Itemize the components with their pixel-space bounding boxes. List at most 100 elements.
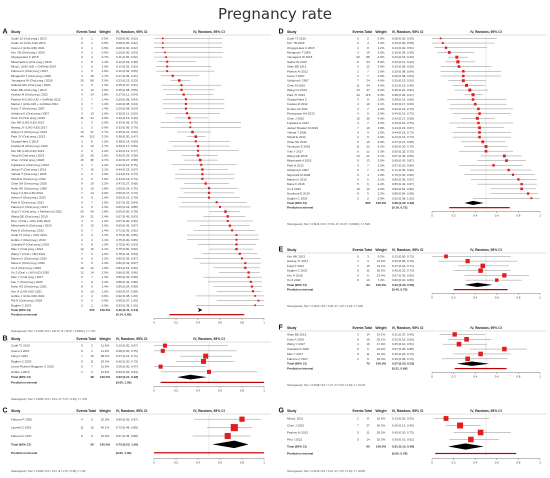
study-label: Koiso T 2007	[287, 74, 305, 78]
study-events: 26	[80, 210, 84, 214]
study-ci: 0.83 [0.42, 0.97]	[116, 261, 138, 265]
study-ci: 0.60 [0.31, 0.83]	[392, 278, 414, 282]
study-total: 11	[366, 352, 369, 356]
study-ci: 0.33 [0.06, 0.79]	[392, 259, 414, 263]
forest-plot-b: B Study Events Total Weight IV, Random, 95% C…	[3, 336, 271, 401]
study-events: 9	[357, 140, 359, 144]
panel-letter: G	[279, 408, 285, 415]
study-ci: 0.89 [0.54, 0.98]	[116, 285, 138, 289]
total-label: Total (95% CI)	[11, 442, 31, 446]
study-marker	[475, 116, 479, 120]
x-tick-label: 1	[539, 461, 541, 465]
study-events: 2	[357, 196, 359, 200]
study-total: 30	[90, 153, 94, 157]
study-ci: 0.60 [0.23, 0.88]	[116, 205, 138, 209]
study-total: 10	[90, 111, 94, 115]
study-total: 37	[90, 130, 94, 134]
study-marker	[468, 436, 474, 443]
study-weight: 46.1%	[101, 426, 110, 430]
total-label: Total (95% CI)	[287, 283, 307, 287]
study-label: Douba LR 2011	[287, 107, 308, 111]
study-events: 4	[81, 257, 83, 261]
study-weight: 11.6%	[101, 349, 110, 353]
x-tick-label: 0.6	[495, 375, 499, 379]
study-label: Mao Y (Oral preg.) 2021	[11, 247, 44, 251]
study-marker	[520, 182, 523, 186]
study-events: 9	[81, 289, 83, 293]
study-events: 8	[81, 285, 83, 289]
study-weight: 3.0%	[102, 79, 109, 83]
study-label: Tamauchi S 2018	[287, 145, 311, 149]
col-header-total: Total	[88, 30, 96, 34]
study-events: 1	[81, 69, 83, 73]
study-marker	[231, 229, 234, 232]
study-weight: 4.2%	[378, 145, 385, 149]
study-marker	[441, 42, 444, 45]
study-ci: 0.10 [0.00, 0.67]	[116, 344, 138, 348]
col-header-events: Events	[76, 337, 87, 341]
study-events: 11	[356, 83, 359, 87]
study-weight: 0.7%	[102, 55, 109, 59]
forest-panel-g: G Study Events Total Weight IV, Random, 95% C…	[278, 406, 548, 474]
col-header-plot: IV, Random, 95% CI	[470, 30, 501, 34]
study-label: Cade TJ 2010	[287, 36, 306, 40]
study-marker	[471, 98, 475, 101]
col-header-study: Study	[287, 30, 297, 34]
study-events: 0	[81, 55, 83, 59]
study-weight: 0.6%	[102, 303, 109, 307]
study-ci: 0.47 [0.27, 0.68]	[116, 182, 138, 186]
study-label: Minaguchi T 2006	[287, 51, 311, 55]
study-weight: 7.2%	[378, 278, 385, 282]
total-label: Total (95% CI)	[11, 308, 31, 312]
study-total: 8	[367, 46, 369, 50]
study-marker	[484, 145, 488, 148]
study-marker	[194, 135, 198, 138]
study-ci: 0.38 [0.30, 0.47]	[116, 135, 138, 139]
prediction-bar	[453, 289, 508, 291]
study-weight: 26.3%	[377, 431, 386, 435]
study-ci: 0.71 [0.36, 0.92]	[392, 168, 414, 172]
study-label: Signorelli M 2009	[287, 173, 311, 177]
study-events: 4	[357, 163, 359, 167]
study-weight: 2.6%	[378, 69, 385, 73]
study-ci: 0.75 [0.40, 0.93]	[116, 242, 138, 246]
study-marker	[478, 351, 483, 357]
study-marker	[465, 83, 469, 87]
study-total: 13	[366, 159, 370, 163]
x-tick-label: 0.8	[516, 461, 520, 465]
study-total: 5	[91, 149, 93, 153]
study-total: 10	[90, 144, 94, 148]
study-weight: 0.9%	[102, 121, 109, 125]
study-total: 3	[367, 254, 369, 258]
heterogeneity-text: Heterogeneity: Tau² = 0.2104; Chi² = 6.0…	[287, 305, 364, 308]
study-weight: 11.6%	[101, 370, 110, 374]
study-events: 3	[81, 139, 83, 143]
study-events: 20	[356, 55, 360, 59]
study-ci: 0.10 [0.00, 0.63]	[116, 50, 138, 54]
study-marker	[250, 285, 253, 288]
study-label: Gallotta MH (Oral preg.) 2004	[11, 83, 51, 87]
prediction-ci: [0.00, 1.00]	[116, 451, 131, 455]
panel-letter: D	[279, 29, 284, 36]
study-marker	[160, 348, 165, 353]
study-weight: 0.9%	[102, 125, 109, 129]
forest-plot-d: D Study Events Total Weight IV, Random, 95% C…	[279, 29, 546, 226]
study-total: 7	[91, 200, 93, 204]
study-label: Koskas M (Oral preg.) 2012	[11, 144, 48, 148]
prediction-ci: [0.00, 0.78]	[392, 452, 407, 456]
study-weight: 1.4%	[102, 60, 109, 64]
study-events: 4	[357, 130, 359, 134]
total-n: 60	[366, 445, 370, 449]
study-label: Pashov AI (LNG-IUD + GnRHa) 2012	[11, 97, 61, 101]
study-ci: 0.17 [0.06, 0.41]	[116, 74, 138, 78]
prediction-label: Prediction interval	[11, 313, 37, 317]
study-weight: 2.6%	[102, 116, 109, 120]
study-label: Hubbs J (Oral preg.) 2013	[11, 238, 46, 242]
col-header-total: Total	[364, 248, 372, 252]
study-ci: 0.43 [0.16, 0.75]	[116, 163, 138, 167]
study-marker	[477, 121, 480, 125]
study-label: Ohyagi-Hara C 2015	[11, 55, 39, 59]
study-label: Park JY (Oral preg.) 2013	[11, 135, 45, 139]
x-tick-label: 1	[539, 296, 541, 300]
study-weight: 26.5%	[377, 269, 386, 273]
